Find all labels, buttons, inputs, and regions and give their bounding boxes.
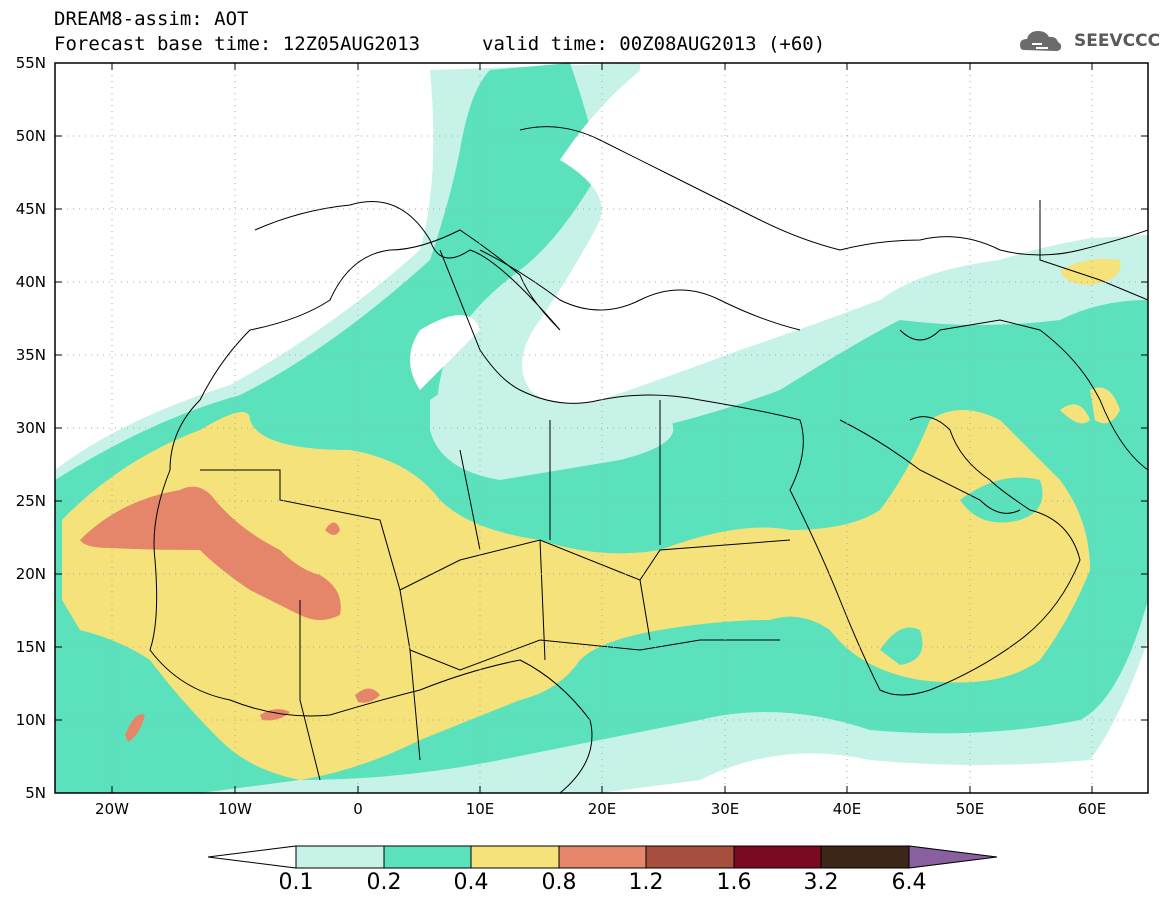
map-title: DREAM8-assim: AOT <box>54 8 249 30</box>
colorbar-swatch-3 <box>470 845 560 869</box>
colorbar-label: 0.4 <box>453 870 489 895</box>
lat-label: 45N <box>15 200 46 218</box>
cloud-icon <box>1020 31 1062 51</box>
forecast-base-time: Forecast base time: 12Z05AUG2013 <box>54 33 421 55</box>
lat-label: 5N <box>25 784 46 802</box>
lat-label: 55N <box>15 54 46 72</box>
colorbar-label: 6.4 <box>891 870 927 895</box>
colorbar-swatch-1 <box>295 845 385 869</box>
lon-label: 10E <box>465 800 495 818</box>
colorbar-swatch-4 <box>558 845 647 869</box>
lat-label: 40N <box>15 273 46 291</box>
colorbar-high-arrow <box>908 845 998 869</box>
lat-label: 20N <box>15 565 46 583</box>
lon-label: 10W <box>218 800 252 818</box>
colorbar-swatch-5 <box>645 845 735 869</box>
lon-label: 20E <box>587 800 617 818</box>
lon-label: 60E <box>1077 800 1107 818</box>
lon-label: 40E <box>832 800 862 818</box>
colorbar-swatch-6 <box>733 845 822 869</box>
colorbar-label: 3.2 <box>803 870 839 895</box>
gridlines <box>55 63 1148 793</box>
colorbar-swatch-2 <box>383 845 472 869</box>
lon-label: 50E <box>955 800 985 818</box>
lon-label: 30E <box>710 800 740 818</box>
coastlines <box>149 126 1148 793</box>
colorbar-label: 0.2 <box>366 870 402 895</box>
colorbar-label: 1.2 <box>628 870 664 895</box>
colorbar-label: 1.6 <box>716 870 752 895</box>
colorbar-swatch-7 <box>820 845 910 869</box>
colorbar <box>207 845 998 869</box>
lat-label: 30N <box>15 419 46 437</box>
tick-marks <box>55 63 1148 793</box>
logo-text: SEEVCCC <box>1074 31 1161 51</box>
lat-label: 35N <box>15 346 46 364</box>
colorbar-label: 0.1 <box>278 870 314 895</box>
lon-label: 20W <box>95 800 129 818</box>
lat-label: 15N <box>15 638 46 656</box>
lat-label: 50N <box>15 127 46 145</box>
lat-label: 10N <box>15 711 46 729</box>
lon-label: 0 <box>353 800 363 818</box>
colorbar-label: 0.8 <box>541 870 577 895</box>
colorbar-low-arrow <box>207 845 297 869</box>
lat-label: 25N <box>15 492 46 510</box>
valid-time: valid time: 00Z08AUG2013 (+60) <box>482 33 826 55</box>
